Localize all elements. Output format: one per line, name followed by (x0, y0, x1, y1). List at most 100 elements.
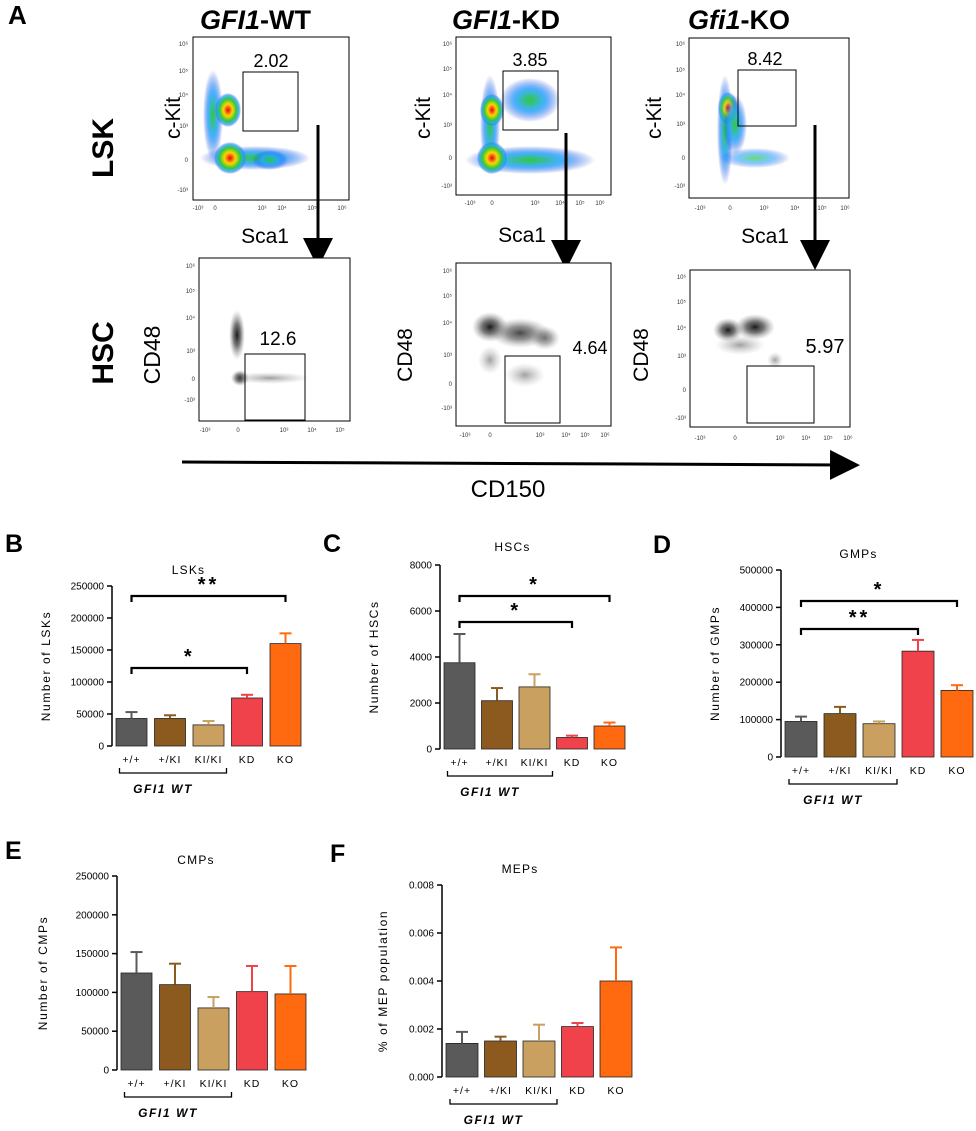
y-axis-label: % of MEP population (376, 910, 390, 1052)
tick: 10⁴ (801, 435, 811, 442)
column-title-wt: GFI1-WT (200, 5, 311, 35)
row-label-hsc: HSC (87, 321, 120, 384)
y-tick-label: 200000 (740, 678, 774, 689)
y-tick-label: 500000 (740, 566, 774, 577)
y-tick-label: 0 (103, 1066, 109, 1077)
group-bracket (449, 1099, 558, 1105)
group-bracket (123, 1092, 233, 1098)
y-tick-label: 100000 (76, 988, 110, 999)
tick: 10⁴ (186, 315, 196, 322)
bar--c (443, 662, 476, 750)
tick: 10³ (676, 122, 685, 128)
tick: -10³ (193, 206, 204, 212)
y-tick-label: 0 (426, 745, 432, 756)
lsk-ylabel-kd: c-Kit (412, 97, 435, 139)
hsc-plot-kd: 4.64 10⁶ 10⁵ 10⁴ 10³ 0 -10³ -10³ 0 10³ 1… (394, 262, 612, 439)
bar--b (115, 718, 148, 747)
lsk-gate-value-kd: 3.85 (512, 50, 547, 70)
bar-KI-d (823, 713, 857, 758)
tick: -10³ (177, 188, 188, 194)
lsk-xlabel-wt: Sca1 (241, 225, 289, 248)
bar-KO-f (599, 980, 633, 1078)
tick: -10³ (441, 184, 452, 190)
tick: -10³ (675, 416, 686, 422)
tick: 10⁵ (677, 299, 687, 306)
tick: 10³ (677, 354, 686, 360)
y-tick-label: 0.004 (409, 977, 434, 988)
tick: 0 (490, 201, 494, 207)
tick: -10³ (695, 206, 706, 212)
tick: 10⁴ (277, 205, 287, 212)
x-tick-label: KD (239, 754, 256, 766)
tick: 0 (213, 206, 217, 212)
tick: 10⁶ (676, 41, 686, 48)
tick: 10³ (186, 349, 195, 355)
tick: 0 (449, 156, 453, 162)
x-tick-label: +/+ (122, 754, 140, 766)
x-tick-label: KD (244, 1078, 261, 1090)
tick: 10⁶ (179, 41, 189, 48)
bar-KD-e (236, 991, 268, 1071)
bar-KIKI-b (192, 724, 225, 747)
tick: 10⁶ (337, 205, 347, 212)
significance-bracket (458, 594, 611, 602)
tick: 10⁴ (443, 320, 453, 327)
bar-KD-b (231, 697, 263, 747)
tick: 10⁶ (600, 432, 610, 439)
x-tick-label: KO (277, 754, 294, 766)
bar-chart-d: D GMPs 0 100000 200000 300000 400000 500000 Numb… (653, 531, 974, 807)
tick: 0 (185, 158, 189, 164)
tick: 10⁴ (561, 432, 571, 439)
significance-label: * (529, 574, 540, 596)
tick: 10⁶ (843, 435, 853, 442)
x-tick-label: KI/KI (195, 754, 223, 766)
tick: -10³ (674, 184, 685, 190)
x-tick-label: KI/KI (200, 1078, 228, 1090)
tick: 10⁵ (307, 205, 317, 212)
bar-chart-e: E CMPs 0 50000 100000 150000 200000 250000 Numbe… (5, 837, 307, 1120)
chart-title: GMPs (839, 547, 877, 561)
y-tick-label: 100000 (740, 715, 774, 726)
bar-KIKI-c (518, 686, 551, 750)
tick: -10³ (441, 406, 452, 412)
tick: 0 (682, 156, 686, 162)
column-title-ko: Gfi1-KO (688, 5, 790, 35)
tick: 10⁵ (575, 200, 585, 207)
x-tick-label: +/KI (164, 1078, 187, 1090)
x-tick-label: +/KI (829, 765, 852, 777)
bar--f (445, 1043, 479, 1078)
bar--e (120, 972, 153, 1071)
tick: 10⁴ (790, 205, 800, 212)
significance-bracket (799, 599, 959, 607)
y-tick-label: 250000 (71, 582, 105, 593)
chart-title: CMPs (177, 853, 214, 867)
panel-label-f: F (330, 840, 345, 868)
panel-label-b: B (5, 530, 23, 558)
tick: 10⁵ (580, 432, 590, 439)
group-bracket (788, 779, 898, 785)
bar-KO-c (593, 725, 626, 750)
y-tick-label: 6000 (410, 607, 433, 618)
bar-KI-e (159, 984, 191, 1071)
significance-label: ** (198, 574, 220, 596)
x-tick-label: KO (601, 757, 618, 769)
y-axis-label: Number of LSKs (39, 611, 53, 721)
bar-chart-c: C HSCs 0 2000 4000 6000 8000 Number of HSCs +/+ +… (323, 530, 626, 799)
tick: 10⁵ (179, 68, 189, 75)
tick: 10⁶ (443, 41, 453, 48)
hsc-plot-wt: 12.6 10⁶ 10⁵ 10⁴ 10³ 0 -10³ -10³ 0 10³ 1… (139, 257, 351, 434)
tick: 10³ (258, 206, 267, 212)
bar-KI-b (154, 718, 186, 747)
cd150-label: CD150 (471, 476, 546, 503)
tick: 0 (192, 377, 196, 383)
y-tick-label: 300000 (740, 640, 774, 651)
significance-bracket (130, 666, 249, 674)
lsk-xlabel-kd: Sca1 (498, 224, 546, 247)
panel-label-d: D (653, 531, 671, 559)
x-tick-label: KD (910, 765, 927, 777)
bar-charts: BLSKs050000100000150000200000250000Numbe… (5, 530, 974, 1127)
x-tick-label: +/KI (159, 754, 182, 766)
bar-KIKI-f (522, 1040, 556, 1078)
lsk-plot-wt: 2.02 10⁶ 10⁵ 10⁴ 10³ 0 -10³ -10³ 0 10³ 1… (162, 36, 350, 248)
